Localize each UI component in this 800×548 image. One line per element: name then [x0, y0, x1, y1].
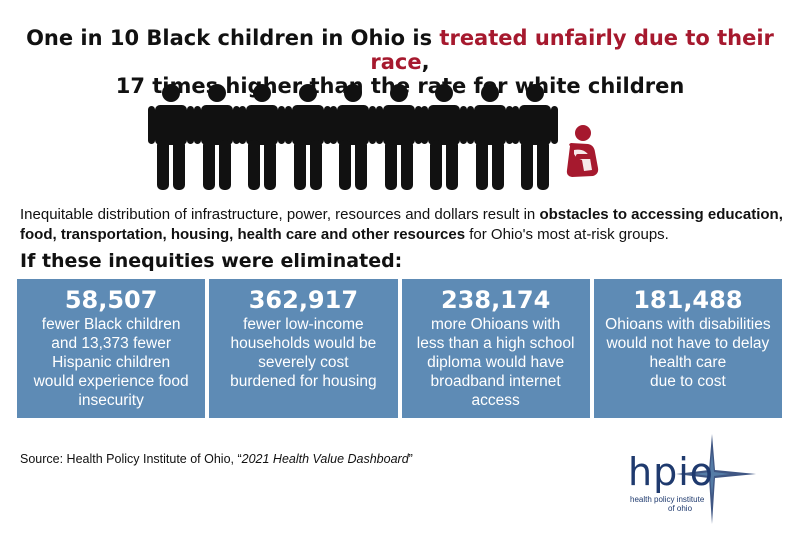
- person-icon: [193, 84, 240, 190]
- paragraph-text: Inequitable distribution of infrastructu…: [20, 206, 540, 223]
- person-icon: [284, 84, 331, 190]
- star-icon: [676, 434, 756, 524]
- stat-card: 58,507 fewer Black children and 13,373 fe…: [17, 279, 206, 418]
- stat-number: 238,174: [440, 286, 551, 314]
- paragraph-emphasis: obstacles to accessing education, food, …: [20, 206, 783, 243]
- logo-wordmark: hpio: [628, 450, 715, 494]
- headline-line-1: One in 10 Black children in Ohio is trea…: [0, 26, 800, 74]
- headline-highlight: treated unfairly due to their race: [370, 26, 774, 74]
- source-prefix: Source: Health Policy Institute of Ohio,…: [20, 452, 242, 466]
- source-title: 2021 Health Value Dashboard: [241, 452, 409, 466]
- logo-tagline-2: of ohio: [668, 504, 693, 513]
- context-paragraph: Inequitable distribution of infrastructu…: [20, 205, 790, 245]
- stat-description: fewer low-income households would be sev…: [230, 316, 377, 390]
- paragraph-text-end: for Ohio's most at-risk groups.: [465, 226, 669, 243]
- person-icon: [148, 84, 194, 190]
- crouching-child-icon: [560, 124, 608, 184]
- person-icon: [239, 84, 285, 190]
- stat-card: 181,488 Ohioans with disabilities would n…: [593, 279, 782, 418]
- person-icon: [421, 84, 467, 190]
- stat-description: Ohioans with disabilities would not have…: [605, 316, 771, 390]
- stat-description: more Ohioans with less than a high schoo…: [416, 316, 575, 409]
- person-icon: [330, 84, 376, 190]
- hpio-logo: hpio health policy institute of ohio: [616, 432, 756, 532]
- headline-punctuation: ,: [421, 50, 430, 74]
- person-icon: [375, 84, 422, 190]
- logo-tagline: health policy institute: [630, 495, 705, 504]
- source-citation: Source: Health Policy Institute of Ohio,…: [20, 452, 413, 466]
- stat-card: 362,917 fewer low-income households would…: [209, 279, 398, 418]
- headline-text: One in 10 Black children in Ohio is: [26, 26, 440, 50]
- section-heading: If these inequities were eliminated:: [20, 250, 403, 272]
- person-icon: [512, 84, 558, 190]
- stat-description: fewer Black children and 13,373 fewer Hi…: [33, 316, 189, 409]
- stat-number: 362,917: [248, 286, 359, 314]
- source-suffix: ”: [408, 452, 413, 466]
- stat-cards: 58,507 fewer Black children and 13,373 fe…: [17, 279, 782, 418]
- stat-number: 181,488: [633, 286, 743, 314]
- person-icon: [466, 84, 513, 190]
- figure-row: [148, 84, 618, 194]
- stat-card: 238,174 more Ohioans with less than a hig…: [401, 279, 590, 418]
- stat-number: 58,507: [64, 286, 158, 314]
